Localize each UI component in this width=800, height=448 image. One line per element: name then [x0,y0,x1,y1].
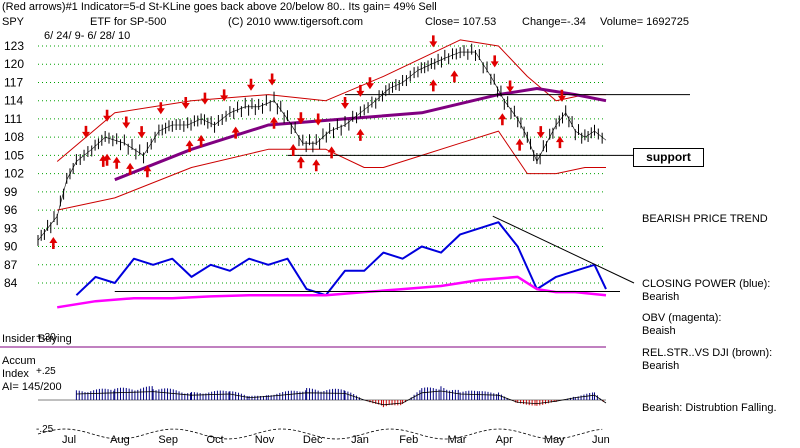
header-indicator-text: (Red arrows)#1 Indicator=5-d St-KLine go… [2,1,437,13]
obv-verdict: Beaish [642,325,676,337]
y-tick-label: 84 [4,276,18,290]
buy-arrow-icon [312,159,321,172]
distribution-note: Bearish: Distrubtion Falling. [642,402,777,414]
sell-arrow-icon [156,102,165,115]
y-tick-label: 105 [4,148,24,162]
buy-arrow-icon [185,140,194,153]
accum-ratio: AI= 145/200 [2,381,62,393]
header-date-range: 6/ 24/ 9- 6/ 28/ 10 [44,30,131,42]
closing-power-verdict: Bearish [642,291,680,303]
y-tick-label: 108 [4,130,24,144]
x-tick-label: Jan [351,434,369,446]
sell-arrow-icon [81,125,90,138]
buy-arrow-icon [429,79,438,92]
buy-arrow-icon [327,146,336,159]
y-tick-label: 102 [4,167,24,181]
sell-arrow-icon [314,113,323,126]
accum-negative-tick: -.25 [36,424,54,435]
sell-arrow-icon [557,89,566,102]
y-tick-label: 87 [4,258,18,272]
buy-arrow-icon [555,136,564,149]
sell-arrow-icon [122,116,131,129]
obv-note: OBV (magenta): [642,312,722,324]
accum-title: Accum [2,355,36,367]
x-tick-label: Nov [255,434,275,446]
sell-arrow-icon [268,73,277,86]
relstr-note: REL.STR..VS DJI (brown): [642,347,773,359]
header-copyright: (C) 2010 www.tigersoft.com [228,16,364,28]
accum-ma-line [76,390,607,406]
buy-arrow-icon [356,128,365,141]
sell-arrow-icon [429,35,438,48]
sell-arrow-icon [536,126,545,139]
y-tick-label: 114 [4,94,23,108]
header-change: Change=-.34 [522,16,586,28]
relstr-line [37,428,603,440]
sell-arrow-icon [356,84,365,97]
header-volume: Volume= 1692725 [600,16,689,28]
closing-power-note: CLOSING POWER (blue): [642,278,771,290]
x-tick-label: Oct [207,434,224,446]
x-tick-label: Dec [303,434,323,446]
buy-arrow-icon [49,237,58,250]
y-tick-label: 120 [4,57,24,71]
y-tick-label: 96 [4,203,18,217]
x-tick-label: Aug [110,434,130,446]
x-tick-label: Sep [158,434,178,446]
buy-arrow-icon [498,113,507,126]
sell-arrow-icon [181,97,190,109]
price-downtrend-line [492,215,635,284]
buy-arrow-icon [197,134,206,147]
accum-subtitle: Index [2,368,29,380]
y-tick-label: 117 [4,75,23,89]
x-tick-label: Jun [592,434,610,446]
sell-arrow-icon [220,89,229,102]
insider-buying-label: Insider Buying [2,333,72,345]
sell-arrow-icon [137,126,146,139]
insider-value-label: +.30 [36,332,56,343]
obv-line [57,275,607,309]
buy-arrow-icon [270,116,279,129]
sell-arrow-icon [490,55,499,68]
buy-arrow-icon [112,156,121,169]
x-tick-label: Jul [62,434,76,446]
sell-arrow-icon [247,78,255,91]
buy-arrow-icon [126,162,135,175]
header-description: ETF for SP-500 [90,16,167,28]
sell-arrow-icon [200,92,209,105]
buy-arrow-icon [450,70,459,83]
price-line [37,51,607,241]
sell-arrow-icon [296,112,305,125]
x-tick-label: May [544,434,565,446]
accum-positive-tick: +.25 [36,366,56,377]
upper-band-line [56,39,606,162]
buy-arrow-icon [289,144,298,157]
sell-arrow-icon [506,80,515,93]
sell-arrow-icon [341,97,350,109]
x-tick-label: Mar [447,434,466,446]
y-tick-label: 111 [4,112,23,126]
y-tick-label: 93 [4,221,18,235]
relstr-verdict: Bearish [642,360,680,372]
y-tick-label: 90 [4,240,18,254]
buy-arrow-icon [296,156,305,169]
y-tick-label: 99 [4,185,18,199]
buy-arrow-icon [231,126,240,139]
y-tick-label: 123 [4,39,24,53]
sell-arrow-icon [365,77,374,90]
buy-arrow-icon [103,153,112,166]
buy-arrow-icon [515,138,524,151]
sell-arrow-icon [103,109,112,122]
trend-annotation: BEARISH PRICE TREND [642,213,768,225]
header-close: Close= 107.53 [425,16,497,28]
closing-power-line [75,221,607,297]
x-tick-label: Feb [399,434,418,446]
buy-arrow-icon [143,165,152,178]
x-tick-label: Apr [496,434,513,446]
header-symbol: SPY [2,16,25,28]
lower-band-line [57,130,606,211]
support-label: support [633,148,704,167]
